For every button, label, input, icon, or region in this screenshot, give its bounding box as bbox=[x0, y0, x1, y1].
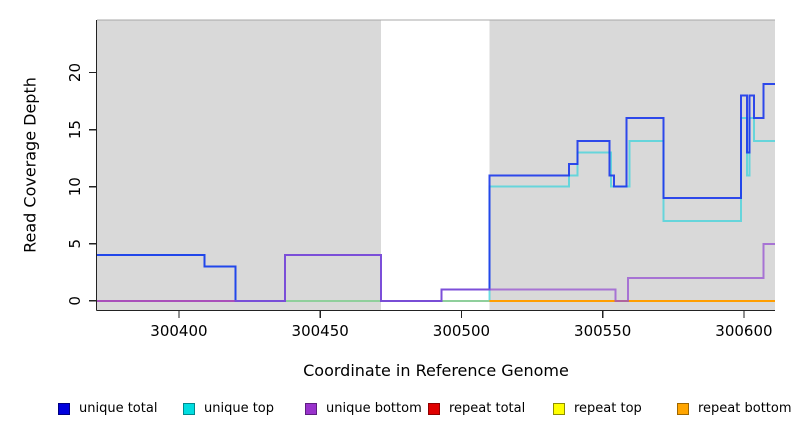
y-tick-label: 20 bbox=[66, 63, 84, 82]
x-tick-label: 300500 bbox=[433, 322, 490, 340]
x-tick-label: 300550 bbox=[574, 322, 631, 340]
x-axis-title: Coordinate in Reference Genome bbox=[303, 361, 569, 380]
y-tick-label: 10 bbox=[66, 177, 84, 196]
x-tick-label: 300400 bbox=[150, 322, 207, 340]
coverage-gap-band bbox=[380, 20, 490, 310]
y-axis-title: Read Coverage Depth bbox=[20, 77, 40, 253]
x-tick-label: 300450 bbox=[292, 322, 349, 340]
y-tick-label: 15 bbox=[66, 120, 84, 139]
x-tick-label: 300600 bbox=[715, 322, 772, 340]
series-line-unique-bottom bbox=[97, 242, 775, 302]
y-tick-label: 5 bbox=[66, 239, 84, 249]
y-tick-label: 0 bbox=[66, 296, 84, 306]
